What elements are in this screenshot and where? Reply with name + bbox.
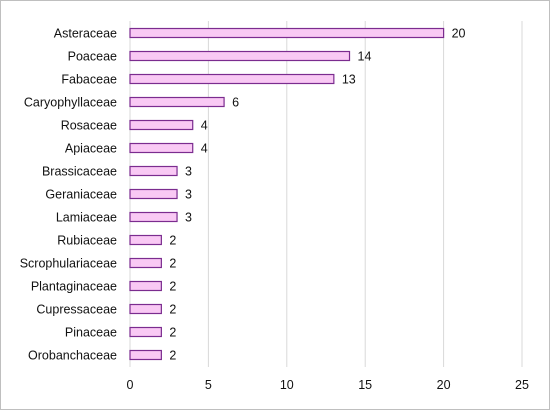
bar xyxy=(129,234,162,246)
category-label: Apiaceae xyxy=(65,142,117,156)
bar xyxy=(129,280,162,292)
category-label: Pinaceae xyxy=(65,326,117,340)
bar xyxy=(129,73,335,85)
data-label: 3 xyxy=(185,188,192,202)
data-label: 3 xyxy=(185,165,192,179)
bar xyxy=(129,188,178,200)
category-label: Asteraceae xyxy=(54,27,117,41)
data-label: 14 xyxy=(358,50,372,64)
bar xyxy=(129,96,225,108)
category-label: Rosaceae xyxy=(61,119,117,133)
category-label: Cupressaceae xyxy=(36,303,117,317)
data-label: 2 xyxy=(169,234,176,248)
category-label: Lamiaceae xyxy=(56,211,117,225)
x-tick-label: 25 xyxy=(515,378,529,392)
data-label: 2 xyxy=(169,280,176,294)
data-label: 4 xyxy=(201,119,208,133)
bar xyxy=(129,326,162,338)
bar xyxy=(129,303,162,315)
data-label: 2 xyxy=(169,349,176,363)
data-label: 13 xyxy=(342,73,356,87)
bar xyxy=(129,165,178,177)
category-label: Scrophulariaceae xyxy=(20,257,117,271)
data-label: 2 xyxy=(169,326,176,340)
bar xyxy=(129,257,162,269)
category-label: Rubiaceae xyxy=(57,234,117,248)
bar xyxy=(129,349,162,361)
data-label: 2 xyxy=(169,303,176,317)
x-tick-label: 5 xyxy=(205,378,212,392)
category-label: Plantaginaceae xyxy=(31,280,117,294)
x-tick-label: 10 xyxy=(280,378,294,392)
x-tick-label: 20 xyxy=(437,378,451,392)
data-label: 6 xyxy=(232,96,239,110)
category-label: Brassicaceae xyxy=(42,165,117,179)
category-label: Poaceae xyxy=(68,50,117,64)
category-label: Caryophyllaceae xyxy=(24,96,117,110)
x-tick-label: 0 xyxy=(127,378,134,392)
data-label: 2 xyxy=(169,257,176,271)
data-label: 3 xyxy=(185,211,192,225)
x-tick-label: 15 xyxy=(358,378,372,392)
category-label: Fabaceae xyxy=(61,73,117,87)
bar xyxy=(129,211,178,223)
bar xyxy=(129,142,194,154)
data-label: 4 xyxy=(201,142,208,156)
data-label: 20 xyxy=(452,27,466,41)
bar xyxy=(129,27,445,39)
category-label: Geraniaceae xyxy=(45,188,117,202)
bar xyxy=(129,50,351,62)
category-label: Orobanchaceae xyxy=(28,349,117,363)
bar xyxy=(129,119,194,131)
